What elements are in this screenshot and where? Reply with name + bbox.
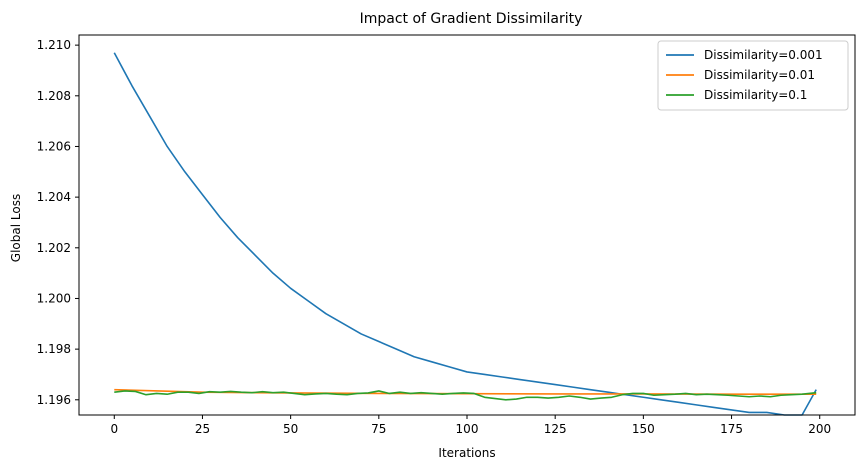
x-tick-label: 200 xyxy=(808,422,831,436)
legend-label-2: Dissimilarity=0.01 xyxy=(704,68,815,82)
y-tick-label: 1.210 xyxy=(37,38,71,52)
y-tick-label: 1.208 xyxy=(37,89,71,103)
y-tick-label: 1.206 xyxy=(37,139,71,153)
legend-label-1: Dissimilarity=0.001 xyxy=(704,48,823,62)
x-tick-label: 50 xyxy=(283,422,298,436)
x-tick-label: 125 xyxy=(544,422,567,436)
y-tick-label: 1.204 xyxy=(37,190,71,204)
y-tick-label: 1.202 xyxy=(37,241,71,255)
y-tick-label: 1.198 xyxy=(37,342,71,356)
x-tick-label: 100 xyxy=(456,422,479,436)
plot-area xyxy=(113,52,817,416)
y-axis-label: Global Loss xyxy=(9,194,23,262)
series-line-1 xyxy=(113,52,817,416)
x-tick-label: 150 xyxy=(632,422,655,436)
series-line-3 xyxy=(114,390,817,401)
legend-label-3: Dissimilarity=0.1 xyxy=(704,88,807,102)
y-tick-label: 1.200 xyxy=(37,291,71,305)
plot-frame xyxy=(78,34,856,416)
x-tick-label: 75 xyxy=(371,422,386,436)
x-tick-label: 25 xyxy=(195,422,210,436)
x-tick-label: 175 xyxy=(720,422,743,436)
legend-box xyxy=(657,40,849,111)
x-axis: 0 25 50 75 100 125 150 175 200 xyxy=(110,415,831,436)
y-tick-label: 1.196 xyxy=(37,393,71,407)
y-axis: 1.196 1.198 1.200 1.202 1.204 1.206 1.208 1.210 xyxy=(37,38,79,407)
x-axis-label: Iterations xyxy=(438,446,495,460)
legend: Dissimilarity=0.001 Dissimilarity=0.01 Dis… xyxy=(657,40,849,111)
x-tick-label: 0 xyxy=(110,422,118,436)
chart-title: Impact of Gradient Dissimilarity xyxy=(360,11,583,27)
